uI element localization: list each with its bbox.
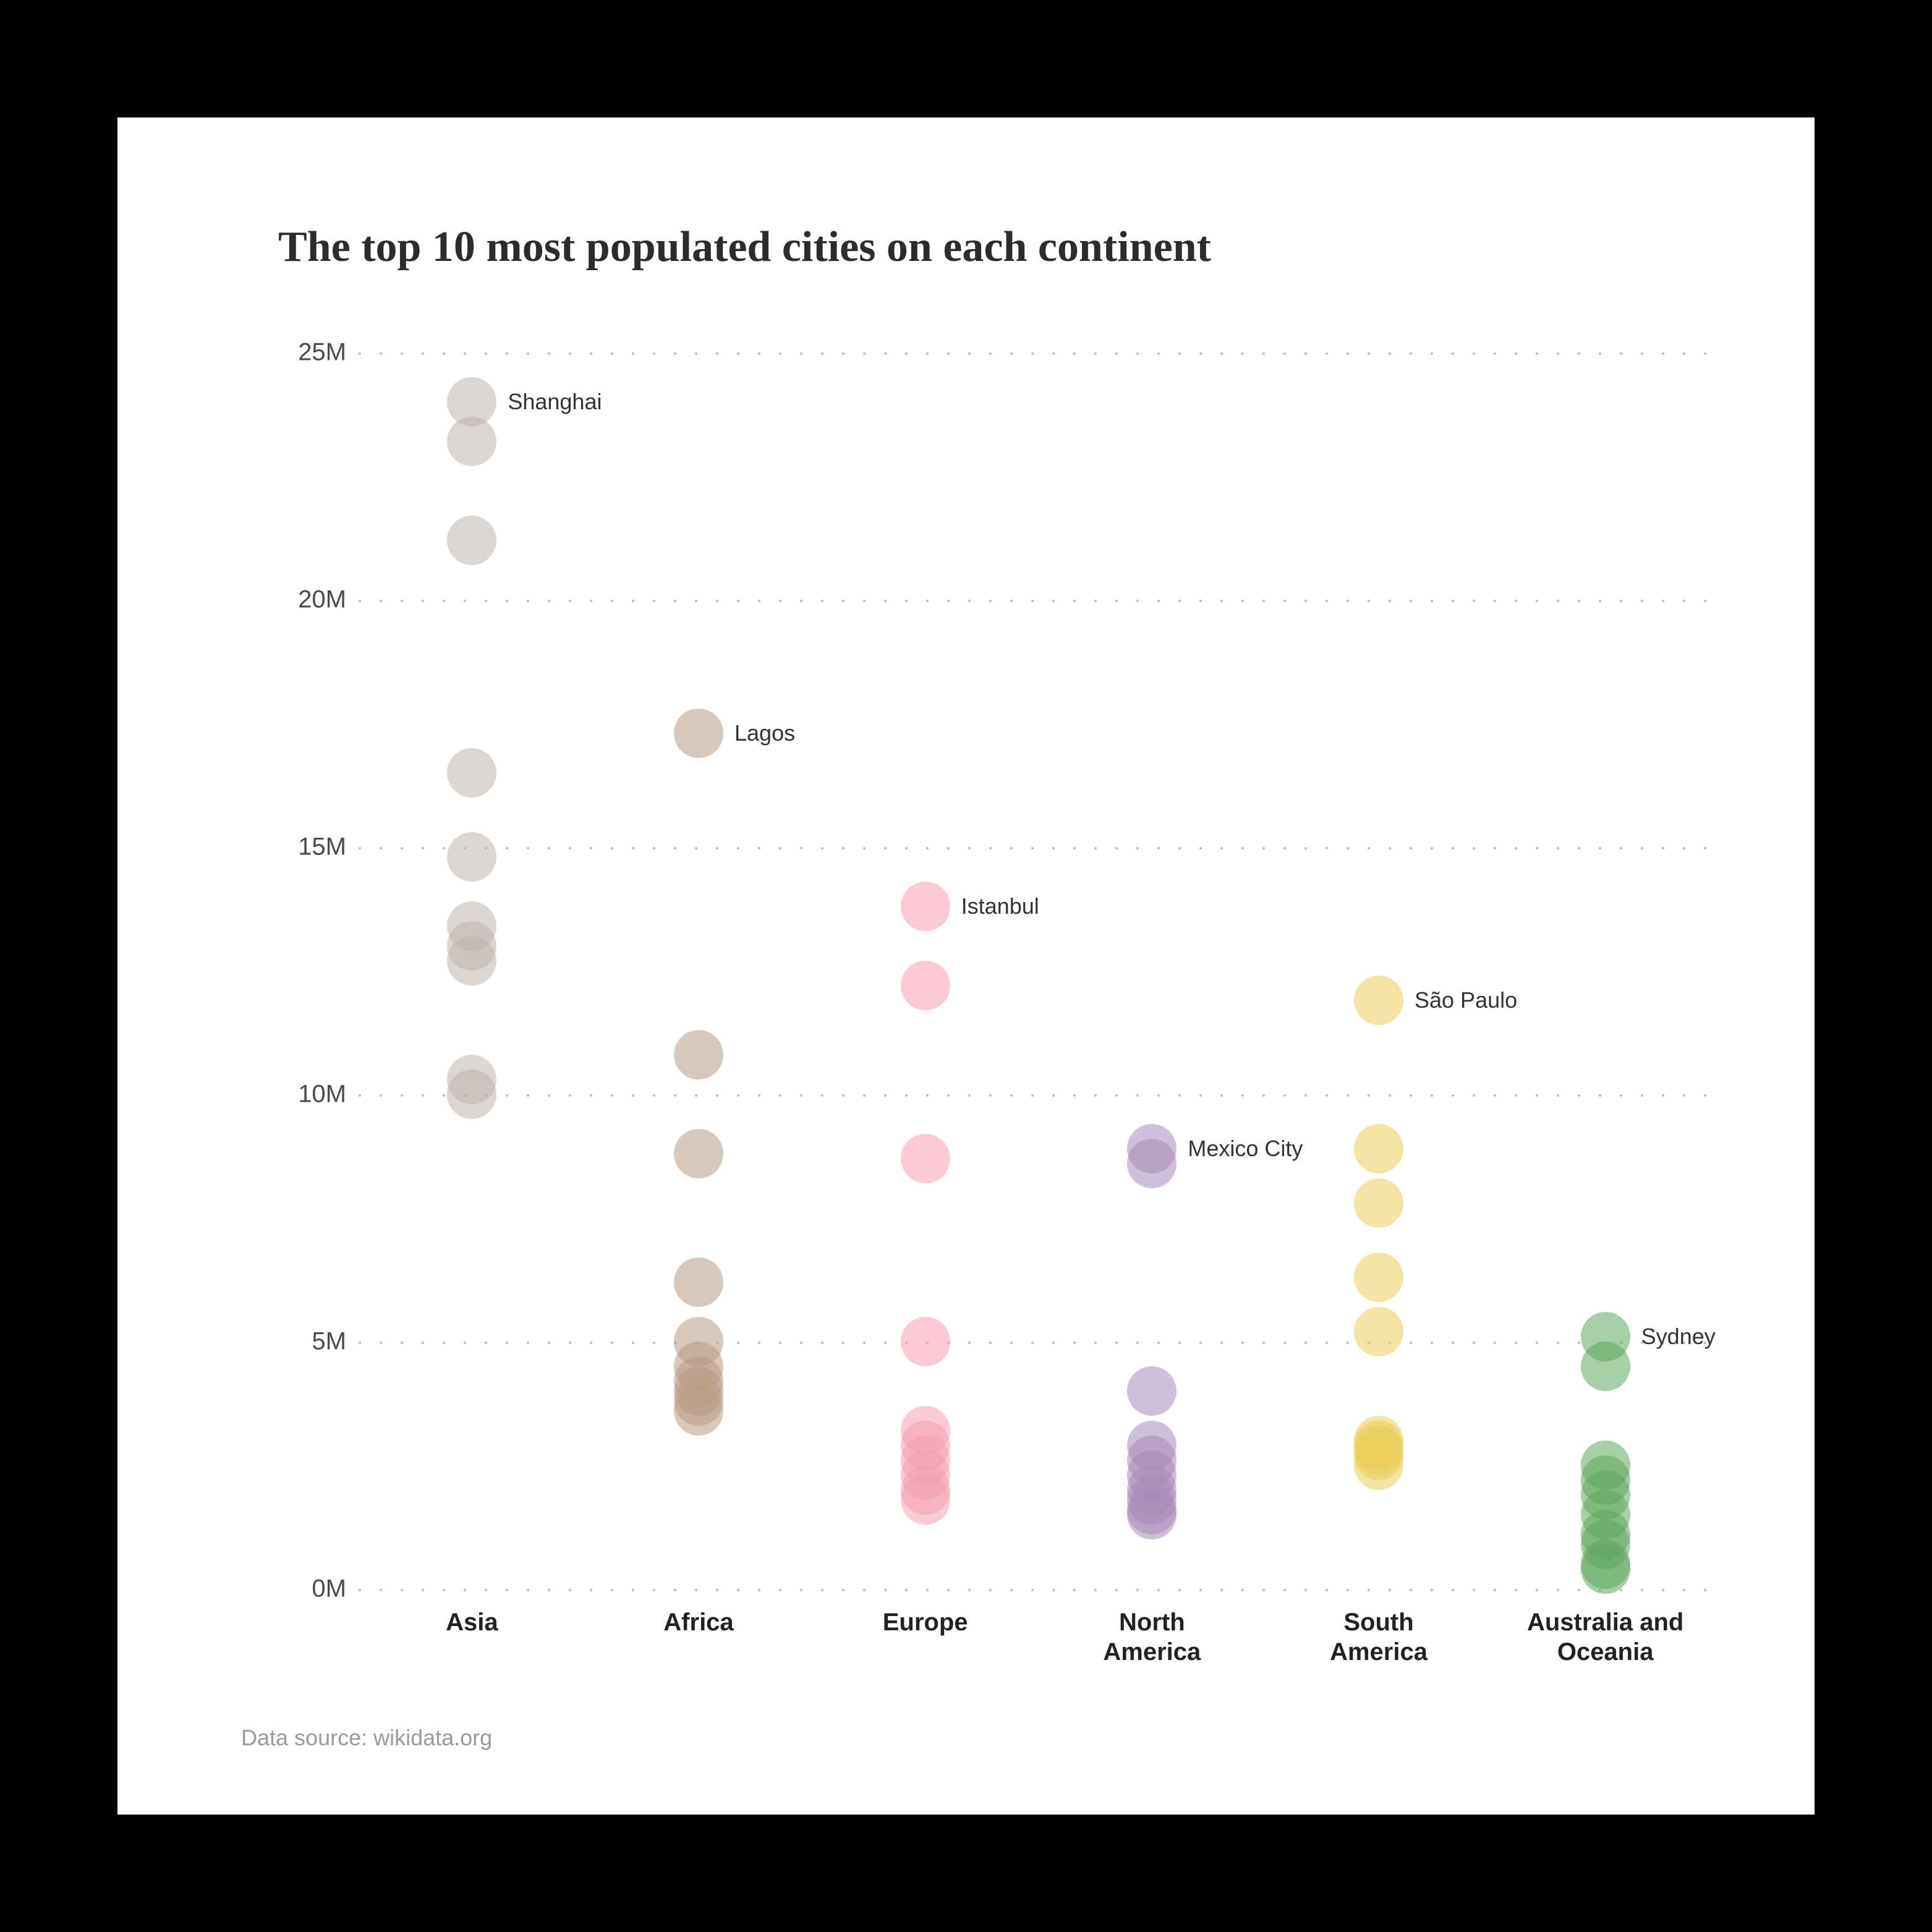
data-point [1354, 976, 1403, 1025]
data-point [447, 936, 496, 985]
data-point [674, 709, 723, 758]
y-tick-label: 10M [272, 1081, 346, 1109]
data-point [1354, 1307, 1403, 1356]
data-point [674, 1386, 723, 1436]
x-tick-label: Australia andOceania [1492, 1607, 1719, 1667]
y-tick-label: 0M [272, 1575, 346, 1603]
data-point [1581, 1342, 1630, 1391]
data-point [447, 832, 496, 882]
data-point [901, 882, 950, 931]
data-point [1354, 1440, 1403, 1490]
data-point [1581, 1544, 1630, 1594]
data-point [1127, 1490, 1177, 1539]
y-tick-label: 20M [272, 586, 346, 614]
data-point [1127, 1139, 1177, 1188]
data-point [901, 961, 950, 1010]
point-label: Mexico City [1188, 1136, 1303, 1162]
chart-title: The top 10 most populated cities on each… [278, 223, 1211, 272]
data-point [1127, 1366, 1177, 1416]
data-point [901, 1317, 950, 1366]
x-tick-label: Africa [585, 1607, 812, 1637]
point-label: Lagos [734, 720, 795, 746]
data-point [901, 1134, 950, 1183]
data-point [447, 748, 496, 798]
plot-area: 0M5M10M15M20M25MAsiaAfricaEuropeNorthAme… [359, 352, 1719, 1589]
y-tick-label: 25M [272, 339, 346, 367]
data-point [674, 1258, 723, 1307]
data-point [1354, 1178, 1403, 1228]
data-point [1354, 1124, 1403, 1173]
point-label: Shanghai [508, 389, 602, 415]
data-point [447, 516, 496, 565]
chart-card: The top 10 most populated cities on each… [117, 117, 1815, 1815]
data-point [447, 1070, 496, 1119]
x-tick-label: NorthAmerica [1039, 1607, 1266, 1667]
data-point [447, 417, 496, 466]
x-tick-label: Asia [359, 1607, 585, 1637]
data-point [674, 1030, 723, 1079]
x-tick-label: Europe [812, 1607, 1039, 1637]
data-point [1354, 1253, 1403, 1302]
data-point [674, 1129, 723, 1178]
point-label: Sydney [1641, 1324, 1716, 1350]
y-tick-label: 15M [272, 833, 346, 861]
data-source: Data source: wikidata.org [241, 1725, 492, 1751]
x-tick-label: SouthAmerica [1266, 1607, 1492, 1667]
data-point [901, 1475, 950, 1525]
point-label: Istanbul [961, 893, 1039, 919]
y-tick-label: 5M [272, 1328, 346, 1356]
point-label: São Paulo [1415, 987, 1517, 1013]
